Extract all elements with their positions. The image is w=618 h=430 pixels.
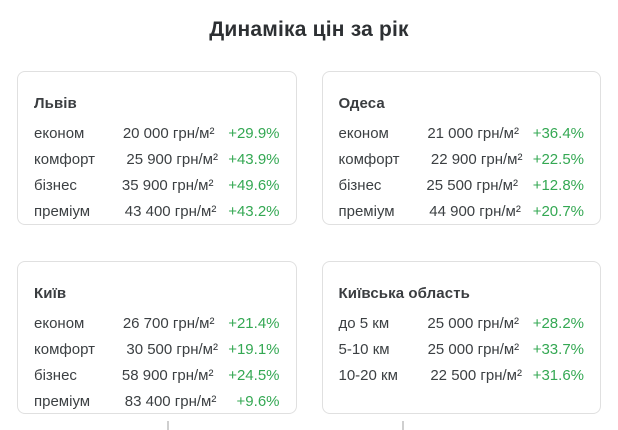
row-change: +12.8%	[532, 177, 584, 194]
row-value: 25 900 грн/м²	[126, 151, 218, 168]
bottom-tick-right	[402, 421, 404, 430]
row-label: 5-10 км	[338, 341, 390, 358]
card-kyiv-region: Київська область до 5 км 25 000 грн/м² +…	[321, 261, 601, 414]
row-label: економ	[34, 315, 85, 332]
row-label: економ	[338, 125, 389, 142]
price-row: преміум 83 400 грн/м² +9.6%	[34, 389, 280, 413]
row-value: 26 700 грн/м²	[122, 315, 215, 332]
row-value: 25 500 грн/м²	[426, 177, 518, 194]
row-change: +49.6%	[228, 177, 280, 194]
price-row: комфорт 22 900 грн/м² +22.5%	[339, 147, 585, 173]
row-label: преміум	[34, 393, 91, 410]
card-title: Львів	[34, 95, 77, 112]
row-label: до 5 км	[338, 315, 390, 332]
row-value: 22 900 грн/м²	[430, 151, 523, 168]
row-label: комфорт	[338, 151, 400, 168]
row-change: +9.6%	[236, 393, 280, 410]
row-label: бізнес	[338, 177, 382, 194]
row-label: преміум	[338, 203, 395, 220]
row-value: 25 000 грн/м²	[427, 341, 520, 358]
price-row: бізнес 35 900 грн/м² +49.6%	[34, 173, 280, 199]
price-row: до 5 км 25 000 грн/м² +28.2%	[339, 311, 585, 337]
row-label: 10-20 км	[338, 367, 398, 384]
row-change: +28.2%	[532, 315, 584, 332]
card-lviv: Львів економ 20 000 грн/м² +29.9% комфор…	[17, 71, 297, 225]
price-row: економ 21 000 грн/м² +36.4%	[339, 121, 585, 147]
price-row: преміум 43 400 грн/м² +43.2%	[34, 199, 280, 224]
row-change: +19.1%	[228, 341, 280, 358]
card-title: Київ	[34, 285, 67, 302]
row-change: +36.4%	[532, 125, 584, 142]
price-row: комфорт 30 500 грн/м² +19.1%	[34, 337, 280, 363]
row-label: бізнес	[34, 177, 77, 194]
row-value: 58 900 грн/м²	[121, 367, 214, 384]
row-label: комфорт	[34, 341, 95, 358]
row-value: 44 900 грн/м²	[429, 203, 521, 220]
page-title: Динаміка цін за рік	[209, 18, 409, 41]
row-value: 30 500 грн/м²	[126, 341, 218, 358]
row-value: 35 900 грн/м²	[121, 177, 214, 194]
row-value: 83 400 грн/м²	[124, 393, 217, 410]
price-row: 5-10 км 25 000 грн/м² +33.7%	[339, 337, 585, 363]
row-value: 43 400 грн/м²	[124, 203, 217, 220]
price-row: преміум 44 900 грн/м² +20.7%	[338, 199, 585, 224]
row-label: економ	[34, 125, 85, 142]
row-change: +43.2%	[228, 203, 280, 220]
row-change: +29.9%	[228, 125, 280, 142]
row-change: +24.5%	[228, 367, 280, 384]
bottom-tick-left	[167, 421, 169, 430]
row-change: +33.7%	[532, 341, 584, 358]
row-label: бізнес	[34, 367, 77, 384]
card-title: Київська область	[338, 285, 470, 302]
price-row: економ 20 000 грн/м² +29.9%	[34, 121, 280, 147]
card-title: Одеса	[338, 95, 385, 112]
card-odesa: Одеса економ 21 000 грн/м² +36.4% комфор…	[321, 71, 601, 225]
price-row: бізнес 25 500 грн/м² +12.8%	[339, 173, 585, 199]
card-kyiv: Київ економ 26 700 грн/м² +21.4% комфорт…	[17, 261, 297, 414]
row-change: +31.6%	[532, 367, 584, 384]
price-row: бізнес 58 900 грн/м² +24.5%	[34, 363, 280, 389]
row-change: +22.5%	[532, 151, 584, 168]
row-value: 21 000 грн/м²	[427, 125, 519, 142]
row-change: +43.9%	[228, 151, 280, 168]
price-row: комфорт 25 900 грн/м² +43.9%	[34, 147, 280, 173]
row-value: 25 000 грн/м²	[427, 315, 520, 332]
price-cards-grid: Львів економ 20 000 грн/м² +29.9% комфор…	[17, 71, 601, 414]
row-value: 20 000 грн/м²	[122, 125, 215, 142]
price-row: 10-20 км 22 500 грн/м² +31.6%	[339, 363, 585, 389]
row-label: преміум	[34, 203, 91, 220]
row-change: +21.4%	[228, 315, 280, 332]
row-change: +20.7%	[532, 203, 584, 220]
row-value: 22 500 грн/м²	[430, 367, 522, 384]
row-label: комфорт	[34, 151, 95, 168]
price-row: економ 26 700 грн/м² +21.4%	[34, 311, 280, 337]
